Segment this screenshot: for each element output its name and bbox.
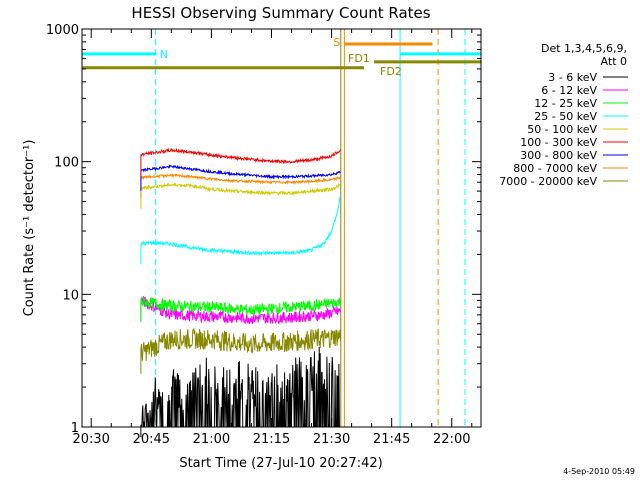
legend-title: Det 1,3,4,5,6,9, <box>541 42 627 55</box>
annotation-label: S <box>333 36 340 49</box>
legend-label: 50 - 100 keV <box>527 123 597 136</box>
x-tick-label: 20:45 <box>133 432 170 447</box>
series-line <box>140 296 341 323</box>
x-axis-label: Start Time (27-Jul-10 20:27:42) <box>179 456 382 471</box>
series-line <box>140 164 341 191</box>
annotation-label: N <box>160 48 168 61</box>
x-tick-label: 21:45 <box>373 432 410 447</box>
x-tick-label: 20:30 <box>72 432 109 447</box>
y-tick-label: 100 <box>54 156 79 171</box>
event-lines <box>155 29 466 427</box>
legend-title: Att 0 <box>601 55 627 68</box>
legend-label: 6 - 12 keV <box>541 84 597 97</box>
series-line <box>140 327 341 374</box>
y-axis-label: Count Rate (s⁻¹ detector⁻¹) <box>22 140 37 317</box>
series-line <box>140 182 341 209</box>
axes-layer: 20:30 20:45 21:00 21:15 21:30 21:45 22:00 1 10 10… <box>46 23 481 447</box>
series-line <box>140 195 341 265</box>
y-tick-label: 10 <box>62 288 79 303</box>
footer-timestamp: 4-Sep-2010 05:49 <box>563 467 635 476</box>
legend-label: 7000 - 20000 keV <box>499 175 597 188</box>
series-layer <box>140 147 341 437</box>
y-tick-label: 1000 <box>46 23 79 38</box>
legend-label: 25 - 50 keV <box>534 110 597 123</box>
series-line <box>140 296 341 325</box>
chart-title: HESSI Observing Summary Count Rates <box>131 4 430 22</box>
x-tick-label: 21:00 <box>193 432 230 447</box>
x-tick-label: 22:00 <box>433 432 470 447</box>
x-tick-label: 21:30 <box>313 432 350 447</box>
y-tick-label: 1 <box>71 421 79 436</box>
legend-label: 300 - 800 keV <box>520 149 597 162</box>
annotation-label: FD1 <box>348 52 370 65</box>
x-tick-label: 21:15 <box>253 432 290 447</box>
plot-frame <box>81 28 482 428</box>
legend-label: 3 - 6 keV <box>548 71 597 84</box>
annotation-label: FD2 <box>380 65 402 78</box>
legend-label: 12 - 25 keV <box>534 97 597 110</box>
series-line <box>140 173 341 198</box>
legend-label: 800 - 7000 keV <box>513 162 597 175</box>
series-line <box>140 347 341 437</box>
annotations-layer: N S FD1 FD2 <box>82 36 481 78</box>
series-line <box>140 147 341 176</box>
legend-label: 100 - 300 keV <box>520 136 597 149</box>
